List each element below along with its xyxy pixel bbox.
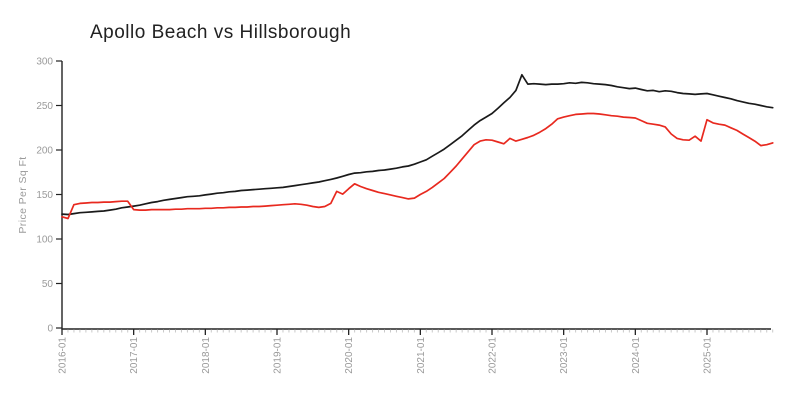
x-axis-tick-label: 2022-01	[488, 337, 499, 374]
y-axis-tick-label: 200	[36, 146, 53, 157]
x-axis-tick-label: 2023-01	[559, 337, 570, 374]
x-axis-tick-label: 2019-01	[273, 337, 284, 374]
x-axis-tick-label: 2018-01	[201, 337, 212, 374]
y-axis-tick-label: 100	[36, 235, 53, 246]
x-axis-tick-label: 2024-01	[631, 337, 642, 374]
y-axis-label: Price Per Sq Ft	[17, 156, 29, 233]
chart-title: Apollo Beach vs Hillsborough	[90, 22, 351, 43]
series-line-apollo-beach	[61, 73, 774, 216]
x-axis-tick-label: 2021-01	[416, 337, 427, 374]
x-axis-tick-label: 2025-01	[703, 337, 714, 374]
y-axis-tick-label: 150	[36, 190, 53, 201]
y-axis-tick-label: 300	[36, 57, 53, 68]
axes-spines	[61, 61, 771, 330]
x-axis-tick-label: 2020-01	[344, 337, 355, 374]
y-axis-tick-label: 250	[36, 101, 53, 112]
y-axis-tick-label: 0	[47, 324, 53, 335]
x-axis-tick-label: 2017-01	[129, 337, 140, 374]
y-axis-tick-label: 50	[42, 279, 54, 290]
x-axis-tick-label: 2016-01	[58, 337, 69, 374]
series-line-hillsborough	[61, 112, 774, 220]
